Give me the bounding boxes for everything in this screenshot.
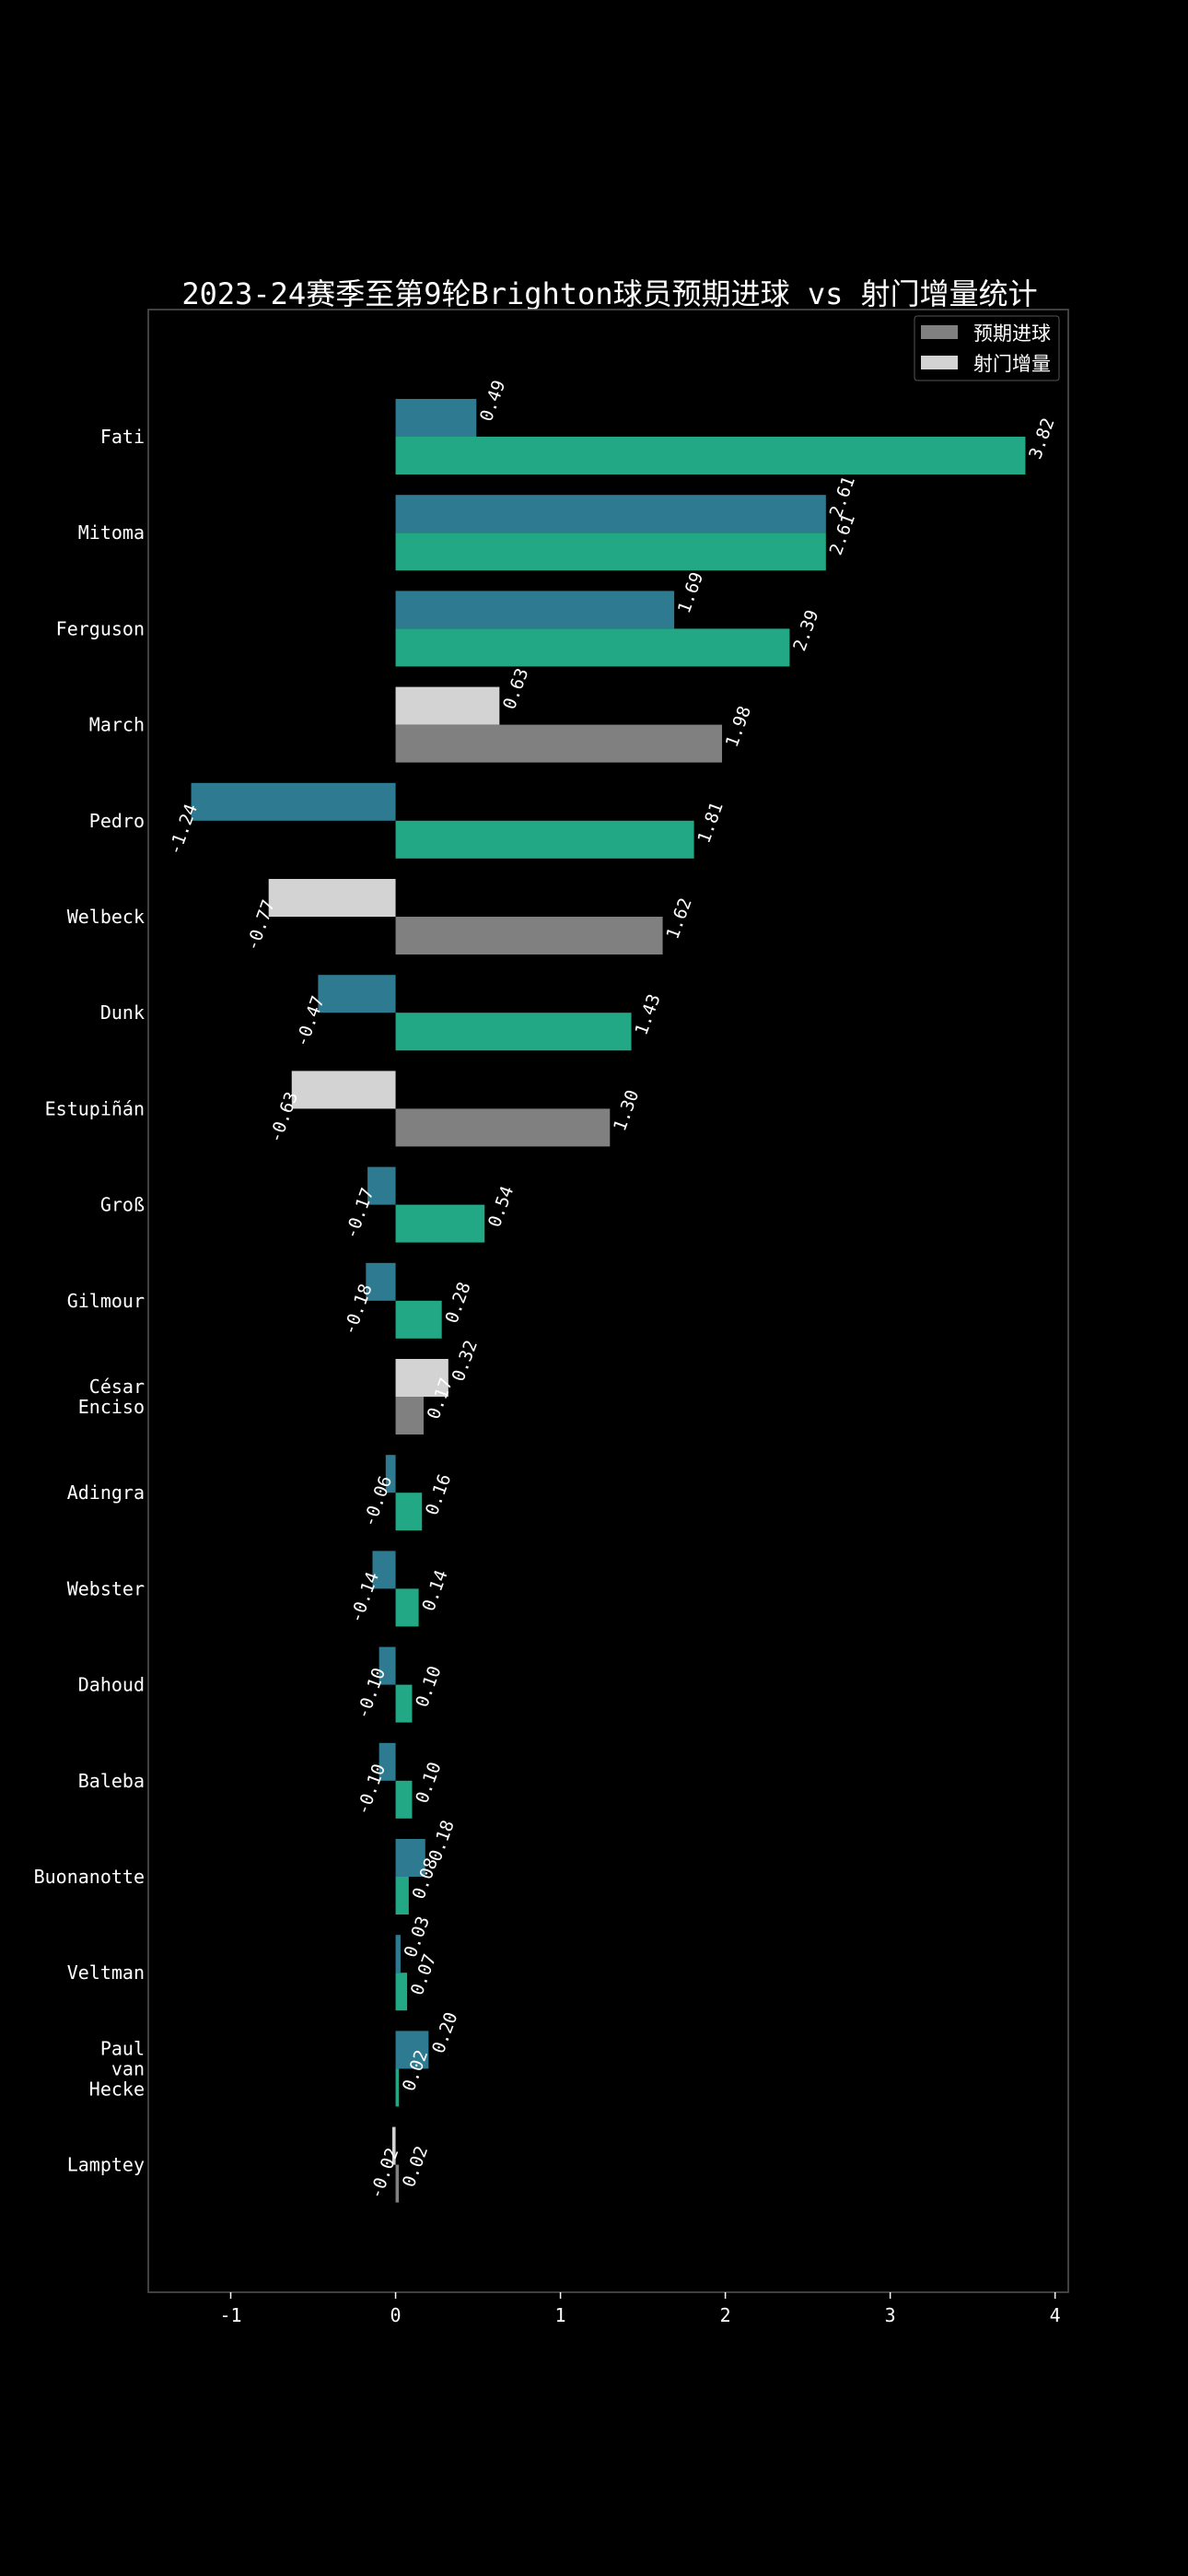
x-tick-label: -1	[219, 2304, 241, 2326]
player-name-line: César	[89, 1376, 145, 1398]
player-name-line: Mitoma	[78, 521, 145, 544]
player-name-label: Veltman	[67, 1961, 145, 1984]
shot-delta-bar	[191, 782, 396, 821]
legend-swatch-shot-delta	[921, 356, 958, 369]
player-name-line: Gilmour	[67, 1290, 145, 1312]
player-name-label: Ferguson	[56, 617, 145, 639]
shot-delta-bar	[372, 1551, 396, 1589]
xg-bar	[395, 724, 723, 763]
xg-bar	[395, 1300, 442, 1339]
player-name-line: Baleba	[78, 1770, 145, 1792]
shot-delta-bar	[268, 879, 396, 917]
shot-delta-bar	[395, 1359, 448, 1397]
player-name-line: Pedro	[89, 810, 145, 832]
xg-bar	[395, 533, 826, 571]
shot-delta-bar	[395, 1935, 401, 1973]
player-name-line: Fati	[100, 426, 145, 448]
player-name-label: Estupiñán	[45, 1097, 145, 1119]
player-name-label: Mitoma	[78, 521, 145, 544]
shot-delta-bar	[318, 975, 396, 1013]
player-name-line: Ferguson	[56, 617, 145, 639]
xg-bar	[395, 1684, 413, 1723]
player-name-label: March	[89, 714, 145, 736]
player-name-label: Fati	[100, 426, 145, 448]
xg-bar	[395, 1108, 611, 1147]
player-name-line: Welbeck	[67, 906, 145, 928]
player-name-line: Groß	[100, 1194, 145, 1216]
shot-delta-bar	[395, 495, 826, 533]
shot-delta-bar	[395, 1839, 425, 1877]
player-name-line: Adingra	[67, 1481, 145, 1504]
player-name-label: Dunk	[100, 1001, 145, 1024]
x-tick-label: 1	[555, 2304, 566, 2326]
x-tick-label: 4	[1050, 2304, 1061, 2326]
player-name-label: Lamptey	[67, 2154, 145, 2176]
x-axis-ticks: -1 0 1 2 3 4	[219, 2292, 1061, 2326]
xg-bar	[395, 1013, 632, 1051]
xg-bar	[395, 1877, 409, 1914]
xg-bar	[395, 1973, 408, 2011]
player-name-line: Buonanotte	[34, 1866, 145, 1888]
shot-delta-bar	[379, 1646, 396, 1685]
player-name-label: Gilmour	[67, 1290, 145, 1312]
legend-label-xg: 预期进球	[973, 322, 1051, 345]
player-name-label: Welbeck	[67, 906, 145, 928]
player-name-line: Veltman	[67, 1961, 145, 1984]
player-name-line: Dunk	[100, 1001, 145, 1024]
shot-delta-bar	[391, 2126, 396, 2165]
player-labels-layer: Fati Mitoma Ferguson March Pedro Welbeck Dunk E…	[34, 426, 145, 2176]
player-name-line: Estupiñán	[45, 1097, 145, 1119]
legend: 预期进球 射门增量	[914, 315, 1060, 381]
xg-bar	[395, 1204, 485, 1243]
x-tick-label: 2	[720, 2304, 731, 2326]
shot-delta-bar	[291, 1071, 396, 1109]
shot-delta-bar	[395, 2031, 429, 2069]
player-name-line: Enciso	[78, 1396, 145, 1418]
xg-bar	[395, 1397, 424, 1434]
player-name-line: March	[89, 714, 145, 736]
x-tick-label: 0	[390, 2304, 402, 2326]
player-name-label: Buonanotte	[34, 1866, 145, 1888]
xg-bar	[395, 1588, 419, 1627]
shot-delta-bar	[367, 1166, 396, 1205]
player-name-label: Dahoud	[78, 1674, 145, 1696]
xg-bar	[395, 1493, 423, 1531]
chart-title: 2023-24赛季至第9轮Brighton球员预期进球 vs 射门增量统计	[181, 276, 1037, 311]
xg-bar	[395, 628, 790, 667]
xg-bar	[395, 2068, 400, 2107]
player-name-label: Webster	[67, 1577, 145, 1599]
shot-delta-bar	[395, 686, 500, 725]
player-name-line: Hecke	[89, 2078, 145, 2100]
plot-area-frame	[147, 309, 1069, 2293]
player-name-label: Paul van Hecke	[89, 2037, 145, 2100]
shot-delta-bar	[366, 1262, 396, 1301]
shot-delta-bar	[379, 1742, 396, 1781]
shot-delta-bar	[395, 399, 477, 437]
legend-label-shot-delta: 射门增量	[973, 353, 1051, 375]
x-tick-label: 3	[885, 2304, 896, 2326]
xg-bar	[395, 2164, 400, 2203]
player-name-label: Baleba	[78, 1770, 145, 1792]
player-name-line: Paul	[100, 2037, 145, 2059]
legend-swatch-xg	[921, 325, 958, 339]
bars-layer	[191, 399, 1026, 2203]
player-name-line: van	[111, 2057, 145, 2079]
player-name-line: Dahoud	[78, 1674, 145, 1696]
player-name-line: Lamptey	[67, 2154, 145, 2176]
shot-delta-bar	[385, 1455, 396, 1493]
player-name-line: Webster	[67, 1577, 145, 1599]
shot-delta-bar	[395, 591, 675, 629]
player-name-label: Adingra	[67, 1481, 145, 1504]
player-name-label: Pedro	[89, 810, 145, 832]
xg-bar	[395, 820, 694, 859]
player-name-label: César Enciso	[78, 1376, 145, 1418]
xg-bar	[395, 1780, 413, 1819]
xg-bar	[395, 437, 1026, 474]
player-name-label: Groß	[100, 1194, 145, 1216]
xg-bar	[395, 917, 663, 954]
